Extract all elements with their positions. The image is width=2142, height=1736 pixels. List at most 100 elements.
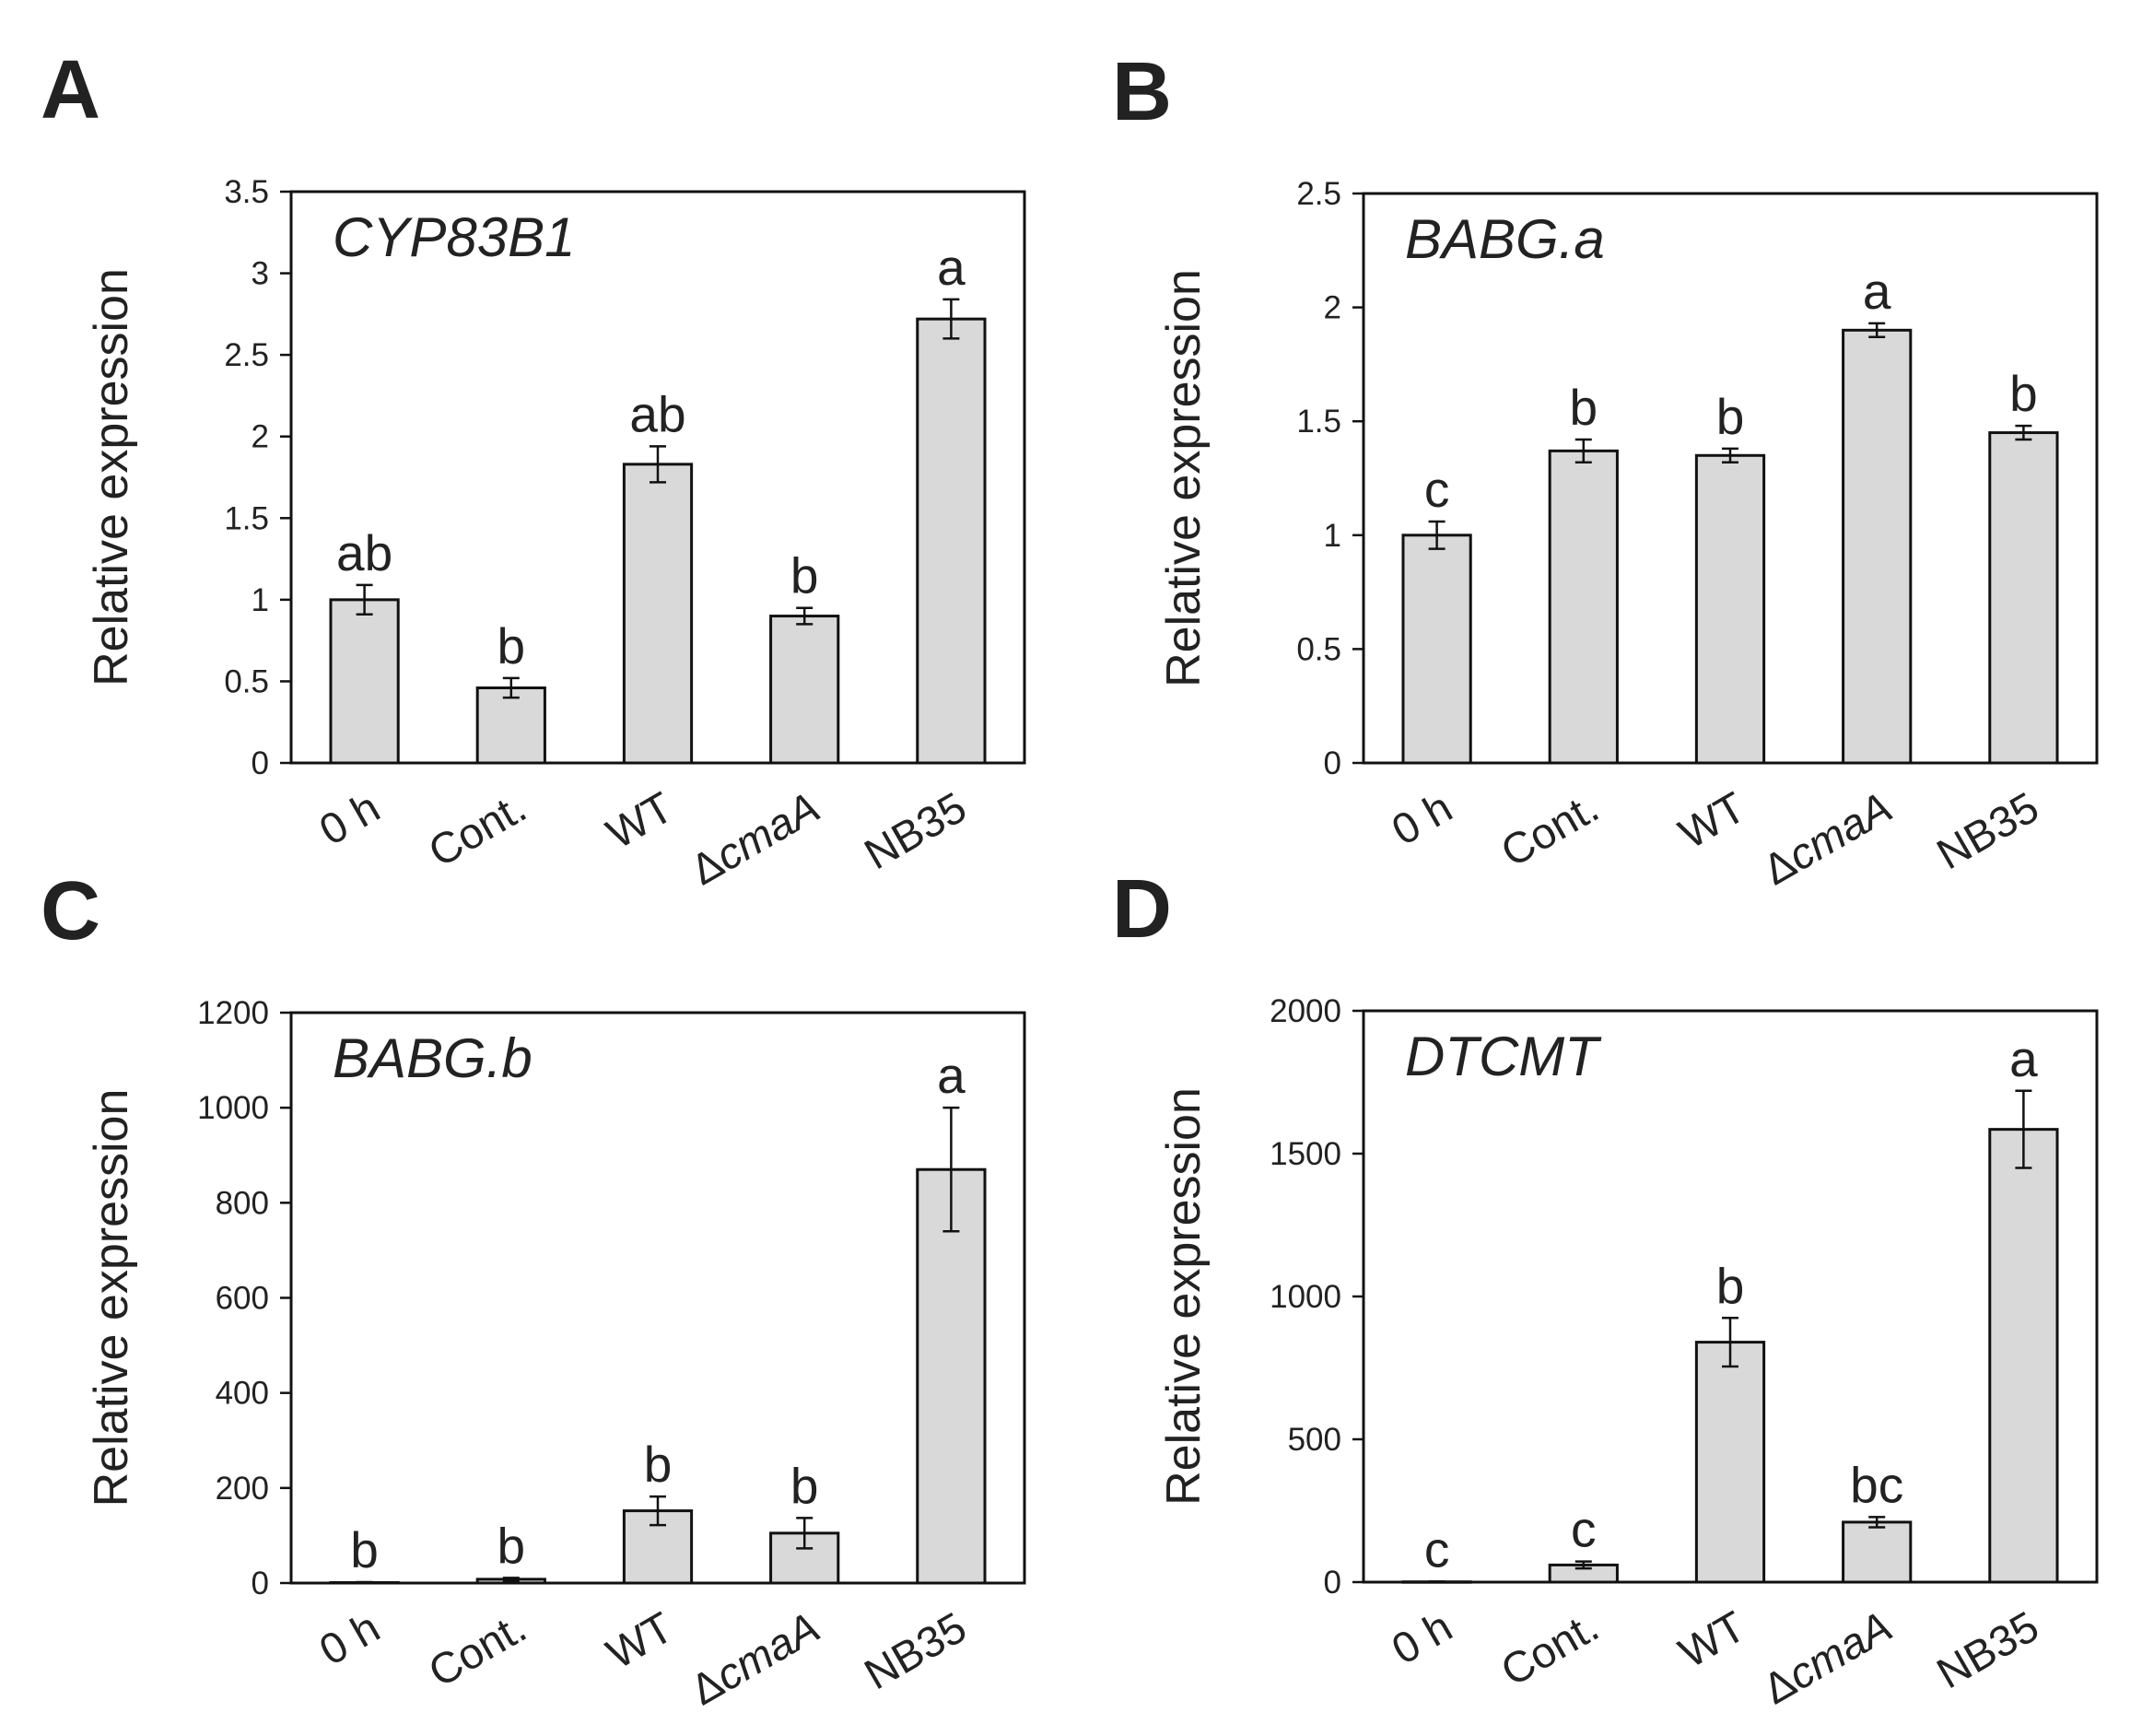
y-tick-label-c-2: 400 bbox=[216, 1376, 269, 1412]
x-tick-label-d-delta-cmaa: ΔcmaA bbox=[1754, 1601, 1900, 1714]
x-tick-label-a-cont: Cont. bbox=[420, 782, 534, 876]
gene-title-c: BABG.b bbox=[333, 1027, 533, 1089]
error-bar-d-cont bbox=[1574, 1560, 1592, 1570]
x-tick-label-c-0-h: 0 h bbox=[311, 1602, 388, 1675]
x-tick-label-a-wt: WT bbox=[598, 782, 681, 858]
x-tick-label-d-nb35: NB35 bbox=[1928, 1601, 2046, 1698]
y-tick-label-b-2: 1 bbox=[1324, 518, 1341, 554]
significance-letter-a-wt: ab bbox=[629, 385, 685, 442]
significance-letter-b-delta-cmaa: a bbox=[1863, 263, 1891, 320]
significance-letter-b-nb35: b bbox=[2009, 365, 2038, 422]
mutant-name: cmaA bbox=[708, 782, 828, 880]
y-tick-label-d-4: 2000 bbox=[1270, 993, 1341, 1029]
panel-a: A 0 0.5 1 1.5 2 2.5 3 3.5 Relative expression CYP8… bbox=[0, 0, 1071, 894]
error-bar-a-nb35 bbox=[942, 298, 960, 340]
error-bar-b-delta-cmaa bbox=[1868, 322, 1886, 338]
significance-letter-a-0-h: ab bbox=[336, 524, 392, 581]
panel-letter-d: D bbox=[1112, 863, 1172, 956]
mutant-name: cmaA bbox=[708, 1602, 828, 1700]
y-tick-label-d-0: 0 bbox=[1324, 1565, 1341, 1601]
gene-title-a: CYP83B1 bbox=[333, 206, 576, 268]
bar-a-wt bbox=[622, 463, 694, 765]
significance-letter-b-0-h: c bbox=[1424, 461, 1450, 518]
error-bar-c-wt bbox=[650, 1495, 666, 1527]
y-tick-label-a-2: 1 bbox=[252, 582, 269, 618]
panel-b: B 0 0.5 1 1.5 2 2.5 Relative expression BABG.a c 0… bbox=[1071, 0, 2142, 894]
x-tick-label-b-cont: Cont. bbox=[1492, 782, 1607, 876]
y-tick-label-a-4: 2 bbox=[252, 419, 269, 455]
y-tick-label-d-1: 500 bbox=[1288, 1422, 1341, 1458]
panel-letter-b: B bbox=[1112, 46, 1172, 138]
error-bar-c-0-h bbox=[356, 1580, 373, 1585]
chart-d: D 0 500 1000 1500 2000 Relative expression DTCM… bbox=[1112, 863, 2099, 1714]
significance-letter-c-cont: b bbox=[497, 1517, 526, 1574]
significance-letter-a-cont: b bbox=[497, 617, 526, 674]
y-tick-label-a-0: 0 bbox=[252, 745, 269, 781]
panel-letter-c: C bbox=[41, 865, 100, 957]
significance-letter-d-nb35: a bbox=[2009, 1030, 2038, 1087]
bar-c-nb35 bbox=[916, 1167, 987, 1585]
bar-b-delta-cmaa bbox=[1842, 328, 1913, 765]
significance-letter-d-cont: c bbox=[1571, 1501, 1597, 1558]
error-bar-a-cont bbox=[502, 676, 520, 699]
x-tick-label-c-nb35: NB35 bbox=[856, 1602, 974, 1699]
significance-letter-c-wt: b bbox=[644, 1436, 673, 1493]
y-tick-label-b-4: 2 bbox=[1324, 290, 1341, 326]
error-bar-a-0-h bbox=[356, 583, 373, 616]
x-tick-label-c-cont: Cont. bbox=[420, 1602, 534, 1696]
panel-c: C 0 200 400 600 800 1000 1200 Relative expressio… bbox=[0, 865, 1071, 1736]
y-tick-label-c-5: 1000 bbox=[197, 1090, 269, 1126]
bar-d-nb35 bbox=[1988, 1128, 2059, 1584]
bar-b-nb35 bbox=[1988, 431, 2059, 765]
y-tick-label-c-1: 200 bbox=[216, 1471, 269, 1507]
error-bar-d-delta-cmaa bbox=[1868, 1516, 1886, 1529]
y-axis-label-b: Relative expression bbox=[1157, 269, 1211, 687]
significance-letter-d-wt: b bbox=[1716, 1257, 1745, 1314]
gene-title-d: DTCMT bbox=[1405, 1026, 1602, 1087]
mutant-name: cmaA bbox=[1780, 1601, 1901, 1699]
y-tick-label-b-1: 0.5 bbox=[1296, 631, 1341, 667]
significance-letter-c-nb35: a bbox=[937, 1047, 966, 1104]
x-tick-label-d-0-h: 0 h bbox=[1384, 1601, 1460, 1674]
bar-d-wt bbox=[1694, 1341, 1766, 1584]
significance-letter-c-delta-cmaa: b bbox=[790, 1457, 819, 1514]
significance-letter-d-0-h: c bbox=[1424, 1520, 1450, 1578]
y-tick-label-c-0: 0 bbox=[252, 1566, 269, 1601]
error-bar-c-delta-cmaa bbox=[796, 1517, 813, 1550]
significance-letter-b-cont: b bbox=[1570, 379, 1598, 436]
y-tick-label-d-2: 1000 bbox=[1270, 1279, 1341, 1315]
y-axis-label-c: Relative expression bbox=[85, 1089, 138, 1507]
bar-b-wt bbox=[1694, 453, 1766, 765]
error-bar-d-0-h bbox=[1428, 1580, 1446, 1584]
error-bar-d-nb35 bbox=[2015, 1089, 2032, 1169]
bar-a-0-h bbox=[329, 598, 400, 765]
x-tick-label-b-nb35: NB35 bbox=[1928, 782, 2046, 879]
y-tick-label-c-4: 800 bbox=[216, 1185, 269, 1221]
error-bar-a-wt bbox=[650, 445, 666, 484]
x-tick-label-d-wt: WT bbox=[1670, 1601, 1753, 1677]
bar-a-delta-cmaa bbox=[769, 615, 840, 765]
chart-a: A 0 0.5 1 1.5 2 2.5 3 3.5 Relative expression CYP8… bbox=[41, 44, 1026, 894]
significance-letter-a-nb35: a bbox=[937, 239, 966, 296]
x-tick-label-a-0-h: 0 h bbox=[311, 782, 388, 855]
y-tick-label-a-1: 0.5 bbox=[224, 663, 269, 699]
chart-c: C 0 200 400 600 800 1000 1200 Relative expressio… bbox=[41, 865, 1026, 1714]
y-axis-label-a: Relative expression bbox=[85, 268, 138, 686]
error-bar-c-cont bbox=[502, 1577, 520, 1582]
chart-b: B 0 0.5 1 1.5 2 2.5 Relative expression BABG.a c 0… bbox=[1112, 46, 2099, 894]
y-tick-label-b-3: 1.5 bbox=[1296, 404, 1341, 440]
bar-a-cont bbox=[475, 686, 546, 765]
mutant-name: cmaA bbox=[1780, 782, 1901, 880]
error-bar-b-nb35 bbox=[2015, 424, 2032, 441]
y-tick-label-a-5: 2.5 bbox=[224, 337, 269, 373]
error-bar-c-nb35 bbox=[942, 1106, 960, 1233]
bar-b-0-h bbox=[1401, 534, 1472, 765]
panel-letter-a: A bbox=[41, 44, 100, 136]
bar-a-nb35 bbox=[916, 317, 987, 765]
panel-d: D 0 500 1000 1500 2000 Relative expression DTCM… bbox=[1071, 863, 2142, 1736]
x-tick-label-a-nb35: NB35 bbox=[856, 782, 974, 879]
error-bar-a-delta-cmaa bbox=[796, 606, 813, 626]
significance-letter-b-wt: b bbox=[1716, 388, 1745, 445]
y-tick-label-a-6: 3 bbox=[252, 256, 269, 292]
y-tick-label-c-6: 1200 bbox=[197, 995, 269, 1031]
